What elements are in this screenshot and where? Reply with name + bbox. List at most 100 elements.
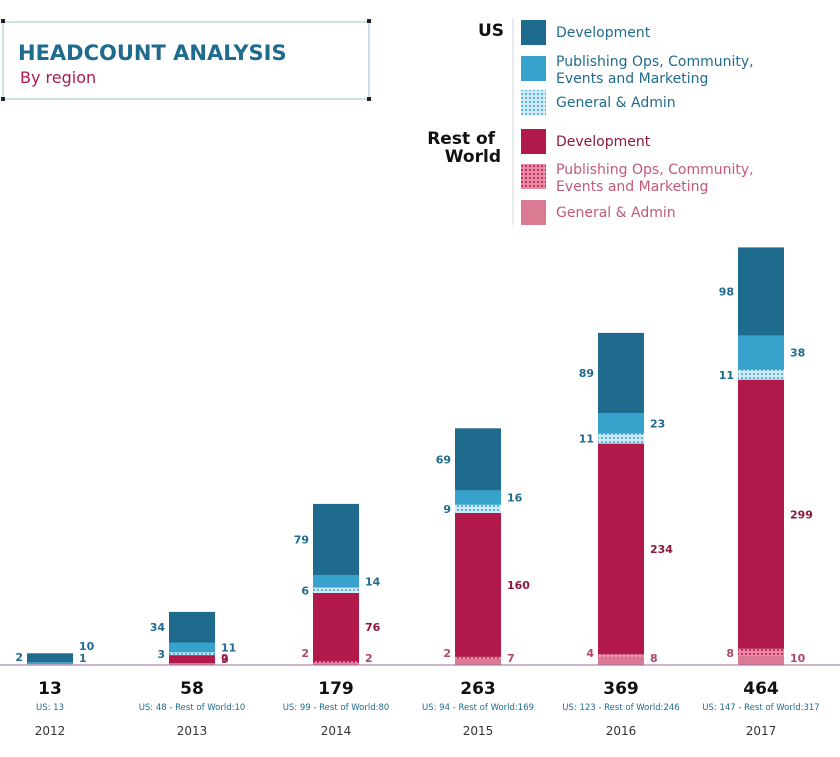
data-label: 79 — [294, 533, 309, 546]
data-label: 7 — [507, 652, 515, 665]
data-label: 89 — [579, 367, 594, 380]
data-label: 1 — [79, 652, 87, 665]
data-label: 2 — [365, 652, 373, 665]
year-label: 2014 — [321, 724, 352, 738]
bar-segment — [313, 575, 359, 588]
data-label: 234 — [650, 543, 673, 556]
legend-label: General & Admin — [556, 95, 676, 111]
bar-segment — [455, 512, 501, 657]
bar-segment — [738, 379, 784, 649]
legend-label: Development — [556, 25, 651, 41]
bar-segment — [738, 656, 784, 665]
bar-segment — [313, 593, 359, 662]
data-label: 9 — [443, 503, 451, 516]
year-label: 2015 — [463, 724, 494, 738]
data-label: 76 — [365, 621, 381, 634]
legend-group-rest-of-world: Rest of World — [427, 129, 501, 167]
data-label: 10 — [79, 640, 95, 653]
subtotal-label: US: 94 - Rest of World:169 — [422, 703, 534, 713]
bar-segment — [738, 335, 784, 370]
subtotal-label: US: 147 - Rest of World:317 — [702, 703, 819, 713]
bar-segment — [598, 657, 644, 665]
corner-mark — [367, 19, 371, 23]
legend-label: Publishing Ops, Community, Events and Mar… — [556, 162, 754, 195]
bar-segment — [27, 662, 73, 665]
total-label: 179 — [318, 679, 354, 699]
bar-segment — [455, 428, 501, 491]
bar-segment — [738, 369, 784, 380]
data-label: 9 — [221, 653, 229, 666]
year-footer: 13 US: 13 2012 58 US: 48 - Rest of World:10 2… — [35, 679, 820, 738]
corner-mark — [367, 97, 371, 101]
legend-label: Development — [556, 134, 651, 150]
total-label: 369 — [603, 679, 639, 699]
bar-segment — [598, 433, 644, 444]
bar-segment — [313, 661, 359, 664]
total-label: 464 — [743, 679, 779, 699]
bar-segment — [598, 443, 644, 655]
title-box: HEADCOUNT ANALYSIS By region — [1, 19, 371, 101]
year-label: 2016 — [606, 724, 637, 738]
title-frame — [2, 21, 370, 100]
data-label: 34 — [150, 621, 166, 634]
data-label: 16 — [507, 492, 523, 505]
chart-title: HEADCOUNT ANALYSIS — [18, 41, 287, 65]
legend-swatch — [521, 129, 546, 154]
data-label: 2 — [15, 651, 23, 664]
bar-segment — [169, 655, 215, 664]
bar-segment — [313, 663, 359, 665]
total-label: 263 — [460, 679, 496, 699]
legend-label: General & Admin — [556, 205, 676, 221]
bar-segment — [598, 413, 644, 434]
data-label: 6 — [301, 584, 309, 597]
data-label: 299 — [790, 508, 813, 521]
year-label: 2013 — [177, 724, 208, 738]
data-label: 2 — [443, 647, 451, 660]
data-label: 11 — [221, 641, 236, 654]
data-label: 98 — [719, 286, 734, 299]
bar-segment — [313, 587, 359, 593]
bar-segment — [169, 652, 215, 656]
bar-segment — [455, 656, 501, 659]
bar-segment — [455, 504, 501, 513]
data-label: 160 — [507, 579, 530, 592]
bar-segment — [598, 654, 644, 658]
bar-segment — [313, 503, 359, 575]
corner-mark — [1, 97, 5, 101]
legend-group-us: US — [478, 21, 504, 41]
data-label: 11 — [719, 369, 734, 382]
data-label: 11 — [579, 433, 594, 446]
chart-subtitle: By region — [20, 68, 96, 87]
legend-swatch — [521, 20, 546, 45]
legend: US Rest of World Development Publishing O… — [427, 18, 754, 225]
year-label: 2017 — [746, 724, 777, 738]
data-label: 2 — [301, 647, 309, 660]
legend-swatch — [521, 164, 546, 189]
corner-mark — [1, 19, 5, 23]
subtotal-label: US: 99 - Rest of World:80 — [283, 703, 390, 713]
data-label: 10 — [790, 652, 806, 665]
data-label: 8 — [650, 652, 658, 665]
data-label: 4 — [586, 647, 594, 660]
data-label: 69 — [436, 453, 451, 466]
data-label: 2 — [221, 652, 229, 665]
legend-swatch — [521, 200, 546, 225]
bar-segment — [169, 611, 215, 643]
bar-segment — [27, 653, 73, 663]
data-label: 8 — [726, 647, 734, 660]
data-label: 23 — [650, 417, 665, 430]
data-label: 38 — [790, 347, 805, 360]
total-label: 13 — [38, 679, 62, 699]
subtotal-label: US: 48 - Rest of World:10 — [139, 703, 246, 713]
bar-segment — [455, 490, 501, 505]
total-label: 58 — [180, 679, 204, 699]
bar-segment — [598, 332, 644, 413]
subtotal-label: US: 123 - Rest of World:246 — [562, 703, 679, 713]
data-label: 3 — [157, 648, 165, 661]
data-label: 14 — [365, 575, 381, 588]
legend-swatch — [521, 90, 546, 115]
bar-segment — [455, 658, 501, 665]
legend-label: Publishing Ops, Community, Events and Mar… — [556, 54, 754, 87]
